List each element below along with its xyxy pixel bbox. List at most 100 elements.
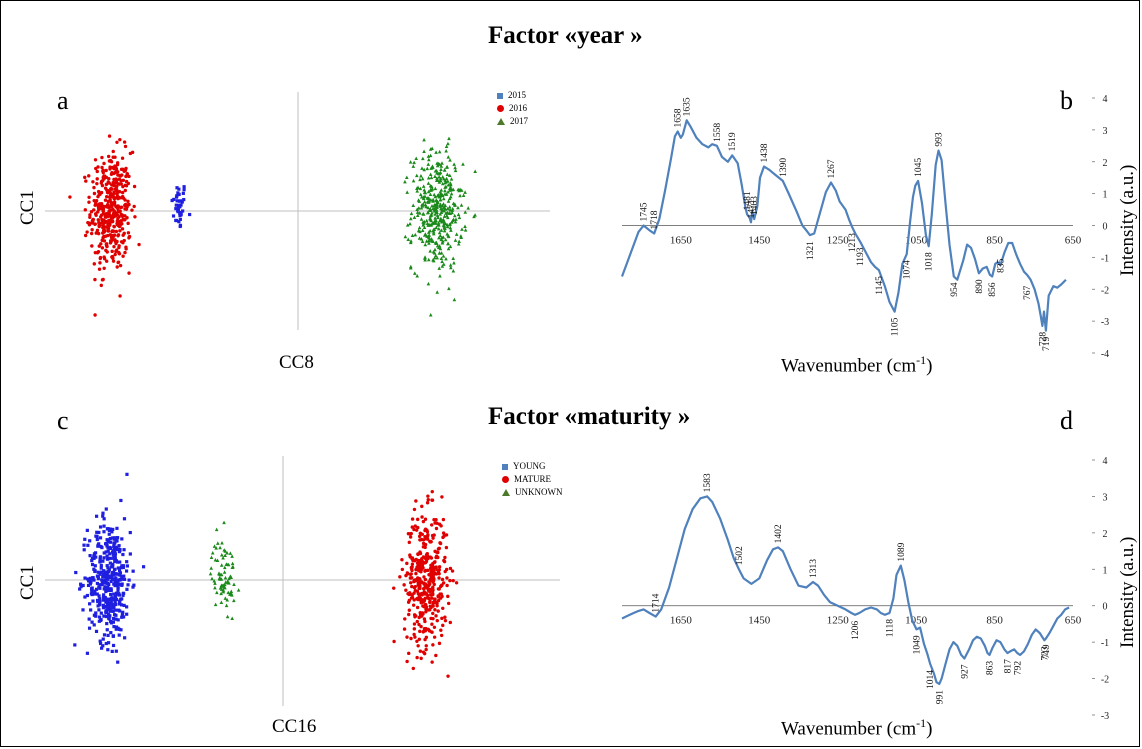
scatter-point-c-mature — [408, 535, 413, 539]
scatter-point-c-young — [99, 566, 103, 570]
scatter-point-a-2016 — [120, 227, 125, 231]
scatter-point-c-young — [125, 612, 129, 616]
scatter-point-c-young — [131, 569, 135, 573]
scatter-point-c-mature — [412, 579, 416, 584]
scatter-point-a-2017 — [448, 158, 452, 162]
scatter-point-c-mature — [418, 551, 423, 556]
scatter-point-c-young — [102, 551, 106, 555]
scatter-point-a-2016 — [111, 259, 116, 263]
scatter-point-c-mature — [407, 540, 412, 545]
ytick-label-d: -2 — [1101, 675, 1109, 686]
scatter-point-c-mature — [409, 596, 414, 600]
scatter-point-a-2017 — [432, 255, 437, 260]
scatter-point-a-2016 — [114, 229, 119, 234]
scatter-point-a-2017 — [412, 160, 416, 165]
scatter-point-a-2017 — [419, 217, 424, 221]
peak-label-b: 719 — [1042, 336, 1052, 351]
scatter-point-c-young — [114, 581, 118, 585]
scatter-point-c-mature — [426, 533, 430, 537]
scatter-point-c-unknown — [222, 548, 227, 552]
scatter-point-a-2016 — [100, 278, 105, 282]
scatter-point-a-2017 — [428, 147, 433, 151]
scatter-point-c-unknown — [222, 565, 227, 570]
scatter-point-a-2016 — [116, 216, 120, 221]
scatter-point-c-mature — [424, 647, 428, 652]
scatter-point-c-young — [116, 588, 120, 592]
scatter-point-a-2017 — [429, 237, 434, 241]
scatter-point-c-mature — [402, 583, 406, 587]
scatter-point-c-young — [101, 572, 106, 576]
scatter-point-a-2017 — [434, 201, 439, 206]
scatter-point-a-2017 — [437, 194, 442, 199]
scatter-point-c-unknown — [221, 589, 226, 594]
scatter-point-c-young — [118, 548, 122, 552]
scatter-point-a-2016 — [106, 223, 110, 227]
scatter-point-c-young — [101, 559, 105, 563]
scatter-point-a-2017 — [433, 194, 438, 199]
scatter-point-c-unknown — [232, 598, 236, 603]
peak-label-d: 1206 — [851, 621, 861, 640]
scatter-point-c-mature — [407, 612, 411, 617]
scatter-point-c-young — [112, 625, 116, 629]
scatter-point-c-mature — [416, 592, 421, 596]
scatter-point-a-2016 — [117, 189, 122, 194]
scatter-point-a-2016 — [132, 184, 137, 189]
scatter-point-c-mature — [413, 558, 417, 562]
scatter-point-a-2017 — [461, 193, 466, 197]
scatter-point-c-mature — [403, 617, 407, 621]
scatter-point-a-2017 — [463, 190, 467, 194]
scatter-point-a-2016 — [110, 229, 115, 233]
scatter-point-c-unknown — [220, 540, 224, 545]
scatter-point-c-mature — [430, 596, 434, 600]
scatter-point-c-unknown — [225, 550, 229, 555]
scatter-point-a-2016 — [132, 204, 136, 209]
scatter-point-a-2016 — [109, 235, 114, 240]
scatter-point-a-2017 — [422, 199, 427, 204]
scatter-point-c-young — [94, 555, 98, 559]
scatter-point-c-young — [114, 649, 118, 653]
scatter-point-a-2016 — [113, 240, 118, 244]
scatter-point-a-2016 — [116, 260, 121, 264]
scatter-point-a-2017 — [434, 218, 439, 223]
scatter-point-c-young — [96, 544, 100, 548]
scatter-point-c-unknown — [213, 581, 217, 585]
peak-label-b: 1193 — [856, 247, 866, 266]
scatter-point-c-mature — [409, 565, 414, 570]
ytick-label-d: -1 — [1101, 638, 1109, 649]
peak-label-b: 1718 — [650, 210, 660, 229]
scatter-point-c-mature — [420, 563, 424, 567]
scatter-point-c-young — [111, 577, 115, 581]
scatter-point-c-mature — [410, 517, 415, 521]
scatter-point-c-young — [92, 578, 96, 582]
scatter-point-a-2016 — [100, 246, 105, 250]
scatter-point-a-2017 — [444, 144, 449, 148]
scatter-point-c-young — [88, 576, 93, 580]
scatter-point-a-2017 — [448, 211, 452, 215]
peak-label-b: 890 — [975, 279, 985, 294]
scatter-point-c-mature — [409, 572, 413, 576]
scatter-point-a-2017 — [441, 218, 446, 223]
scatter-point-c-mature — [436, 550, 440, 555]
scatter-point-c-young — [110, 550, 115, 554]
scatter-point-c-mature — [427, 581, 431, 585]
scatter-point-c-young — [104, 550, 108, 554]
scatter-point-a-2016 — [104, 168, 108, 173]
scatter-point-a-2017 — [463, 224, 467, 229]
scatter-point-c-mature — [442, 559, 447, 564]
scatter-point-a-2016 — [68, 195, 72, 199]
scatter-point-c-young — [99, 611, 103, 615]
scatter-point-c-mature — [430, 523, 434, 527]
scatter-point-c-unknown — [219, 563, 224, 567]
scatter-point-c-young — [120, 537, 124, 541]
xtick-label-d: 850 — [986, 615, 1003, 627]
scatter-point-a-2017 — [434, 168, 439, 173]
scatter-point-c-mature — [415, 639, 419, 644]
scatter-point-c-mature — [436, 594, 440, 598]
scatter-point-a-2017 — [435, 205, 439, 209]
scatter-point-c-young — [98, 583, 102, 587]
scatter-point-a-2017 — [417, 206, 421, 210]
scatter-point-a-2016 — [90, 228, 94, 232]
scatter-point-c-mature — [423, 637, 427, 642]
scatter-point-a-2017 — [433, 216, 437, 220]
scatter-point-a-2016 — [108, 239, 113, 243]
